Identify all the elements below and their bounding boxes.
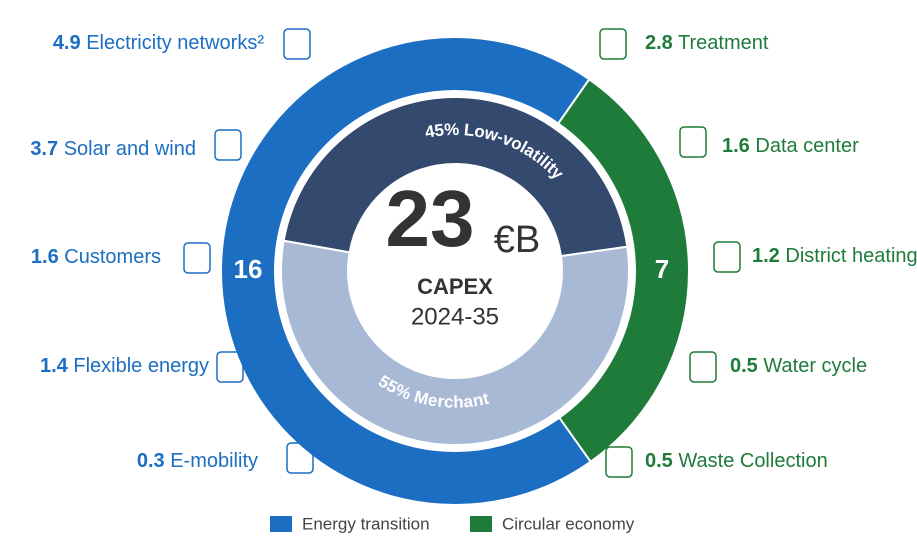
icon [283,28,311,60]
icon [605,446,633,478]
breakdown-value: 1.6 [722,135,750,157]
breakdown-item: 0.5 Waste Collection [645,450,828,472]
legend-label: Circular economy [502,514,635,533]
segment-value: 7 [655,254,669,284]
breakdown-value: 1.4 [40,355,69,377]
breakdown-item: 3.7 Solar and wind [30,138,196,160]
legend-swatch [270,516,292,532]
breakdown-item: 0.3 E-mobility [137,450,258,472]
icon [214,129,242,161]
breakdown-value: 0.5 [730,355,758,377]
breakdown-value: 3.7 [30,138,58,160]
breakdown-label: District heating [785,245,917,267]
center-total: 23 [386,174,475,263]
center-unit: €B [494,219,540,261]
inner-segment [282,96,629,258]
icon [183,242,211,274]
inner-value-label: 45% [424,120,460,142]
breakdown-item: 0.5 Water cycle [730,355,867,377]
icon [689,351,717,383]
breakdown-value: 0.5 [645,450,673,472]
breakdown-item: 1.6 Data center [722,135,859,157]
segment-value: 16 [234,254,263,284]
breakdown-label: Waste Collection [678,450,827,472]
legend-swatch [470,516,492,532]
icon [713,241,741,273]
icon [216,351,244,383]
center-period: 2024-35 [411,303,499,330]
breakdown-item: 2.8 Treatment [645,32,769,54]
inner-segment [280,239,630,446]
breakdown-item: 1.2 District heating [752,245,917,267]
breakdown-value: 1.2 [752,245,780,267]
breakdown-label: Treatment [678,32,769,54]
breakdown-value: 2.8 [645,32,673,54]
breakdown-value: 0.3 [137,450,165,472]
legend-label: Energy transition [302,514,430,533]
breakdown-label: Water cycle [763,355,867,377]
breakdown-label: Data center [755,135,859,157]
breakdown-item: 1.6 Customers [31,246,161,268]
breakdown-value: 1.6 [31,246,59,268]
breakdown-label: Customers [64,246,161,268]
breakdown-label: Solar and wind [64,138,196,160]
breakdown-item: 1.4 Flexible energy [40,355,209,377]
center-label: CAPEX [417,274,493,299]
breakdown-label: Flexible energy [73,355,209,377]
breakdown-value: 4.9 [53,32,81,54]
outer-segment [556,77,690,464]
breakdown-label: E-mobility [170,450,258,472]
icon [286,442,314,474]
icon [599,28,627,60]
breakdown-label: Electricity networks² [86,32,264,54]
icon [679,126,707,158]
breakdown-item: 4.9 Electricity networks² [53,32,265,54]
